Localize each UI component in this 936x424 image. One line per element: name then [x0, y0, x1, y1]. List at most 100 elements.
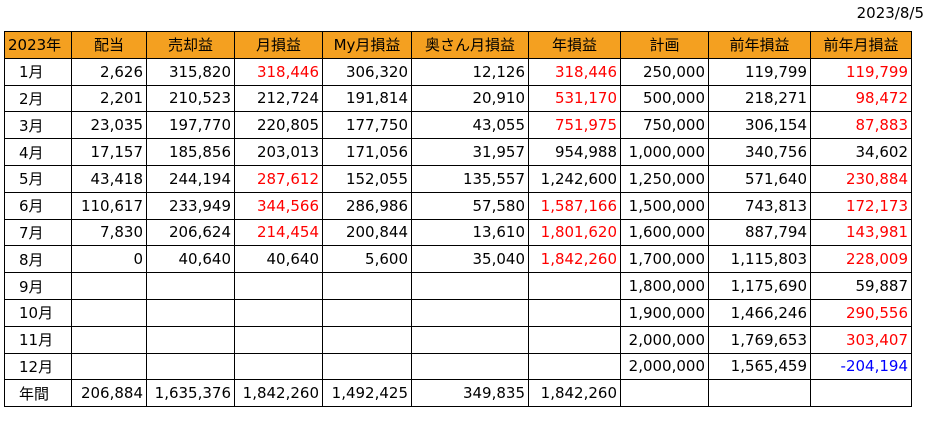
table-row: 1月 2,626 315,820 318,446 306,320 12,126 318,44… [4, 57, 912, 86]
cell-annual-pnl: 1,842,260 [528, 379, 621, 408]
cell-monthly-pnl [234, 325, 323, 354]
cell-prev-year-monthly-pnl: 119,799 [810, 57, 912, 86]
cell-prev-year-pnl: 1,565,459 [708, 352, 811, 381]
cell-prev-year-pnl: 743,813 [708, 191, 811, 220]
cell-my-monthly-pnl: 191,814 [322, 84, 412, 113]
cell-prev-year-pnl: 119,799 [708, 57, 811, 86]
table-row: 9月 1,800,000 1,175,690 59,887 [4, 272, 912, 300]
pnl-table: 2023年 配当 売却益 月損益 My月損益 奥さん月損益 年損益 計画 前年損… [4, 31, 912, 408]
cell-plan: 1,500,000 [620, 191, 709, 220]
cell-dividend: 17,157 [71, 138, 147, 166]
cell-sale-profit: 244,194 [146, 164, 235, 193]
cell-prev-year-monthly-pnl: 98,472 [810, 84, 912, 113]
cell-wife-monthly-pnl: 57,580 [411, 191, 529, 220]
cell-monthly-pnl: 212,724 [234, 84, 323, 113]
cell-wife-monthly-pnl [411, 272, 529, 300]
cell-prev-year-monthly-pnl: 303,407 [810, 325, 912, 354]
cell-my-monthly-pnl: 171,056 [322, 138, 412, 166]
cell-wife-monthly-pnl: 13,610 [411, 218, 529, 247]
cell-my-monthly-pnl: 5,600 [322, 245, 412, 274]
header-monthly-pnl: 月損益 [234, 31, 323, 59]
cell-prev-year-pnl: 340,756 [708, 138, 811, 166]
cell-plan: 1,600,000 [620, 218, 709, 247]
cell-plan: 1,250,000 [620, 164, 709, 193]
cell-dividend: 0 [71, 245, 147, 274]
row-label: 3月 [4, 111, 72, 140]
cell-annual-pnl: 1,801,620 [528, 218, 621, 247]
header-prev-year-pnl: 前年損益 [708, 31, 811, 59]
table-row: 3月 23,035 197,770 220,805 177,750 43,055 751,9… [4, 111, 912, 140]
header-plan: 計画 [620, 31, 709, 59]
cell-monthly-pnl: 318,446 [234, 57, 323, 86]
table-row: 10月 1,900,000 1,466,246 290,556 [4, 298, 912, 327]
row-label: 年間 [4, 379, 72, 408]
cell-wife-monthly-pnl [411, 352, 529, 381]
header-sale-profit: 売却益 [146, 31, 235, 59]
cell-dividend [71, 352, 147, 381]
table-row: 7月 7,830 206,624 214,454 200,844 13,610 1,801,… [4, 218, 912, 247]
cell-wife-monthly-pnl: 12,126 [411, 57, 529, 86]
cell-dividend [71, 298, 147, 327]
table-row: 4月 17,157 185,856 203,013 171,056 31,957 954,9… [4, 138, 912, 166]
cell-sale-profit [146, 325, 235, 354]
cell-annual-pnl [528, 298, 621, 327]
cell-wife-monthly-pnl: 35,040 [411, 245, 529, 274]
row-label: 2月 [4, 84, 72, 113]
cell-plan: 2,000,000 [620, 352, 709, 381]
cell-my-monthly-pnl [322, 272, 412, 300]
cell-wife-monthly-pnl: 43,055 [411, 111, 529, 140]
cell-wife-monthly-pnl: 31,957 [411, 138, 529, 166]
cell-plan: 250,000 [620, 57, 709, 86]
cell-wife-monthly-pnl [411, 325, 529, 354]
cell-prev-year-monthly-pnl: -204,194 [810, 352, 912, 381]
table-row: 6月 110,617 233,949 344,566 286,986 57,580 1,58… [4, 191, 912, 220]
cell-prev-year-pnl: 1,466,246 [708, 298, 811, 327]
cell-monthly-pnl: 203,013 [234, 138, 323, 166]
cell-annual-pnl: 751,975 [528, 111, 621, 140]
cell-wife-monthly-pnl: 135,557 [411, 164, 529, 193]
cell-prev-year-monthly-pnl: 143,981 [810, 218, 912, 247]
cell-my-monthly-pnl [322, 352, 412, 381]
cell-sale-profit: 206,624 [146, 218, 235, 247]
row-label: 9月 [4, 272, 72, 300]
total-row: 年間 206,884 1,635,376 1,842,260 1,492,425 349,… [4, 379, 912, 408]
row-label: 8月 [4, 245, 72, 274]
cell-annual-pnl [528, 325, 621, 354]
cell-prev-year-monthly-pnl: 87,883 [810, 111, 912, 140]
cell-dividend [71, 272, 147, 300]
cell-annual-pnl: 1,842,260 [528, 245, 621, 274]
cell-plan [620, 379, 709, 408]
cell-plan: 750,000 [620, 111, 709, 140]
row-label: 6月 [4, 191, 72, 220]
cell-dividend: 43,418 [71, 164, 147, 193]
row-label: 12月 [4, 352, 72, 381]
cell-annual-pnl: 954,988 [528, 138, 621, 166]
cell-monthly-pnl [234, 352, 323, 381]
cell-dividend: 23,035 [71, 111, 147, 140]
cell-wife-monthly-pnl: 20,910 [411, 84, 529, 113]
cell-my-monthly-pnl: 306,320 [322, 57, 412, 86]
cell-prev-year-monthly-pnl: 230,884 [810, 164, 912, 193]
cell-sale-profit: 233,949 [146, 191, 235, 220]
cell-my-monthly-pnl: 286,986 [322, 191, 412, 220]
cell-wife-monthly-pnl: 349,835 [411, 379, 529, 408]
cell-sale-profit [146, 352, 235, 381]
cell-dividend: 110,617 [71, 191, 147, 220]
cell-wife-monthly-pnl [411, 298, 529, 327]
header-year: 2023年 [4, 31, 72, 59]
cell-prev-year-pnl: 571,640 [708, 164, 811, 193]
cell-sale-profit [146, 272, 235, 300]
row-label: 7月 [4, 218, 72, 247]
cell-monthly-pnl: 287,612 [234, 164, 323, 193]
cell-prev-year-monthly-pnl: 34,602 [810, 138, 912, 166]
header-prev-year-monthly-pnl: 前年月損益 [810, 31, 912, 59]
cell-dividend: 2,201 [71, 84, 147, 113]
cell-prev-year-pnl: 218,271 [708, 84, 811, 113]
table-row: 8月 0 40,640 40,640 5,600 35,040 1,842,260 1,700… [4, 245, 912, 274]
cell-prev-year-pnl: 306,154 [708, 111, 811, 140]
cell-prev-year-monthly-pnl: 59,887 [810, 272, 912, 300]
table-row: 2月 2,201 210,523 212,724 191,814 20,910 531,17… [4, 84, 912, 113]
cell-annual-pnl: 531,170 [528, 84, 621, 113]
cell-annual-pnl [528, 272, 621, 300]
cell-my-monthly-pnl: 152,055 [322, 164, 412, 193]
